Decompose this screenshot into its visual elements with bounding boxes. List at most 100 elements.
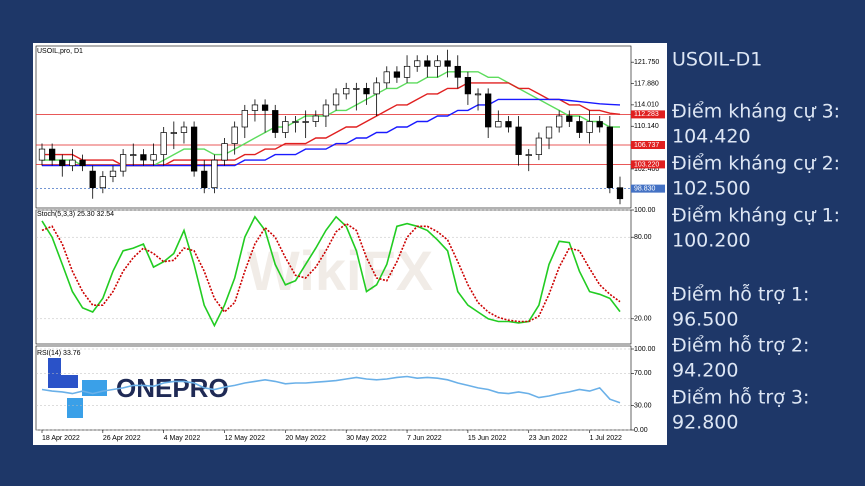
level-tag xyxy=(631,160,665,169)
candle-body xyxy=(140,154,147,161)
candle-body xyxy=(190,126,198,172)
level-name: Điểm kháng cự 2: xyxy=(672,153,840,175)
candle-body xyxy=(261,104,269,111)
level-value: 94.200 xyxy=(672,360,738,382)
logo-shape xyxy=(48,375,78,388)
level-label: 106.737 xyxy=(634,142,659,149)
candle-body xyxy=(201,170,208,189)
x-tick-label: 20 May 2022 xyxy=(285,435,326,442)
candle-body xyxy=(353,88,360,90)
y-tick-label: 117.880 xyxy=(634,80,659,87)
candle-body xyxy=(495,121,502,128)
candle-body xyxy=(373,82,380,95)
watermark: WikiFX xyxy=(247,239,433,302)
level-value: 104.420 xyxy=(672,126,751,148)
x-tick-label: 18 Apr 2022 xyxy=(42,435,80,442)
candle-body xyxy=(434,60,441,67)
x-tick-label: 4 May 2022 xyxy=(164,435,201,442)
candle-body xyxy=(464,76,472,95)
level-value: 102.500 xyxy=(672,178,751,200)
symbol-label: USOIL,pro, D1 xyxy=(37,48,83,55)
level-name: Điểm hỗ trợ 2: xyxy=(672,334,809,357)
candle-body xyxy=(79,159,86,166)
candle-body xyxy=(363,88,370,95)
y-tick-label: 80.00 xyxy=(634,234,652,241)
main-panel xyxy=(35,45,632,209)
y-tick-label: 102.400 xyxy=(634,166,659,173)
logo: ONEPRO xyxy=(48,358,229,418)
candle-body xyxy=(282,121,289,133)
panel-title: RSI(14) 33.76 xyxy=(37,350,81,357)
level-value: 96.500 xyxy=(672,309,738,331)
logo-text: ONEPRO xyxy=(116,373,229,403)
level-value: 100.200 xyxy=(672,230,751,252)
level-value: 92.800 xyxy=(672,412,738,434)
candle-body xyxy=(59,159,66,166)
candle-body xyxy=(454,65,461,78)
candle-body xyxy=(474,93,482,96)
x-tick-label: 30 May 2022 xyxy=(346,435,387,442)
x-tick-label: 7 Jun 2022 xyxy=(407,435,442,442)
x-tick-label: 26 Apr 2022 xyxy=(103,435,141,442)
candle-body xyxy=(556,115,563,128)
candle-body xyxy=(241,110,248,128)
candle-body xyxy=(332,93,340,106)
level-name: Điểm kháng cự 3: xyxy=(672,101,840,123)
candle-body xyxy=(38,148,46,161)
logo-shape xyxy=(67,398,83,418)
x-tick-label: 12 May 2022 xyxy=(225,435,266,442)
side-title: USOIL-D1 xyxy=(672,49,762,71)
candle-body xyxy=(272,110,279,133)
candle-body xyxy=(535,137,543,155)
candle-body xyxy=(231,126,238,144)
candle-body xyxy=(525,154,532,156)
candle-body xyxy=(302,121,309,123)
x-tick-label: 1 Jul 2022 xyxy=(590,435,622,442)
indicator-line xyxy=(41,375,621,404)
y-tick-label: 100.00 xyxy=(634,207,656,214)
x-tick-label: 23 Jun 2022 xyxy=(529,435,568,442)
indicator-line xyxy=(41,222,621,323)
panel-title: Stoch(5,3,3) 25.30 32.54 xyxy=(37,211,114,218)
candle-body xyxy=(606,126,613,189)
candle-body xyxy=(576,121,583,133)
y-tick-label: 20.00 xyxy=(634,316,652,323)
candle-body xyxy=(505,121,512,128)
candle-body xyxy=(515,126,522,155)
y-tick-label: 0.00 xyxy=(634,427,648,434)
y-tick-label: 121.750 xyxy=(634,59,659,66)
candle-body xyxy=(160,132,167,155)
x-tick-label: 15 Jun 2022 xyxy=(468,435,507,442)
y-tick-label: 100.00 xyxy=(634,346,656,353)
y-tick-label: 30.00 xyxy=(634,403,652,410)
candle-body xyxy=(180,126,188,133)
candle-body xyxy=(251,104,259,111)
candle-body xyxy=(424,60,431,67)
candle-body xyxy=(221,143,228,161)
candle-body xyxy=(343,88,350,95)
level-tag xyxy=(631,141,665,150)
candle-body xyxy=(99,176,106,189)
candle-body xyxy=(403,65,411,78)
candle-body xyxy=(545,126,553,139)
candle-body xyxy=(49,148,56,161)
candle-body xyxy=(566,115,573,122)
level-name: Điểm kháng cự 1: xyxy=(672,205,840,227)
candle-body xyxy=(89,170,96,189)
indicator-line xyxy=(42,98,621,167)
candle-body xyxy=(322,104,330,117)
candle-body xyxy=(69,159,76,166)
candle-body xyxy=(393,71,401,78)
level-tag xyxy=(631,184,665,193)
candle-body xyxy=(414,60,421,67)
candle-body xyxy=(586,121,593,133)
candle-body xyxy=(616,187,624,200)
y-tick-label: 114.010 xyxy=(634,102,659,109)
level-label: 112.283 xyxy=(634,111,659,118)
candle-body xyxy=(383,71,390,84)
candle-body xyxy=(211,159,218,189)
candle-body xyxy=(150,154,157,161)
candle-body xyxy=(130,154,137,156)
